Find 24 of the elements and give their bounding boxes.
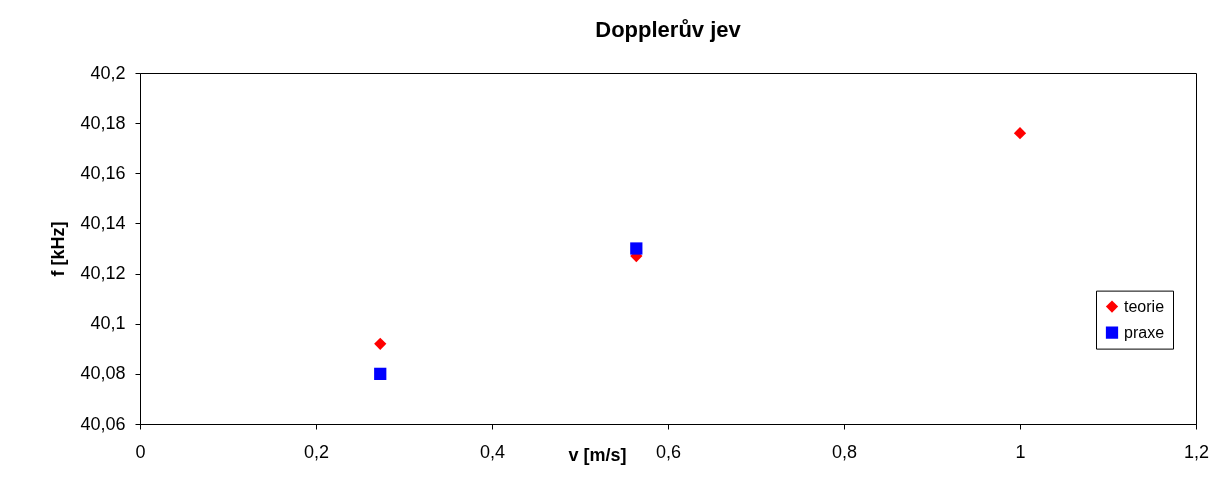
y-tick-label: 40,08 — [80, 363, 126, 384]
x-tick-label: 0,4 — [479, 441, 506, 462]
legend-label: praxe — [1124, 323, 1165, 341]
y-tick-label: 40,16 — [80, 162, 126, 183]
x-tick-label: 1 — [1015, 441, 1026, 462]
y-axis-title: f [kHz] — [48, 221, 69, 277]
chart-title: Dopplerův jev — [595, 17, 742, 42]
x-tick-label: 1,2 — [1183, 441, 1210, 462]
x-tick-label: 0 — [135, 441, 146, 462]
y-tick-label: 40,1 — [90, 313, 126, 334]
legend-label: teorie — [1124, 297, 1165, 315]
point — [630, 242, 643, 255]
y-tick-label: 40,14 — [80, 212, 126, 233]
point — [374, 367, 387, 380]
x-tick-label: 0,8 — [831, 441, 858, 462]
point — [1013, 127, 1027, 140]
x-axis-title: v [m/s] — [568, 444, 627, 465]
y-tick-label: 40,06 — [80, 413, 126, 434]
x-tick-label: 0,6 — [655, 441, 682, 462]
y-tick-label: 40,2 — [90, 62, 126, 83]
y-tick-label: 40,18 — [80, 112, 126, 133]
x-tick-label: 0,2 — [303, 441, 330, 462]
y-tick-label: 40,12 — [80, 263, 126, 284]
point — [374, 337, 387, 350]
